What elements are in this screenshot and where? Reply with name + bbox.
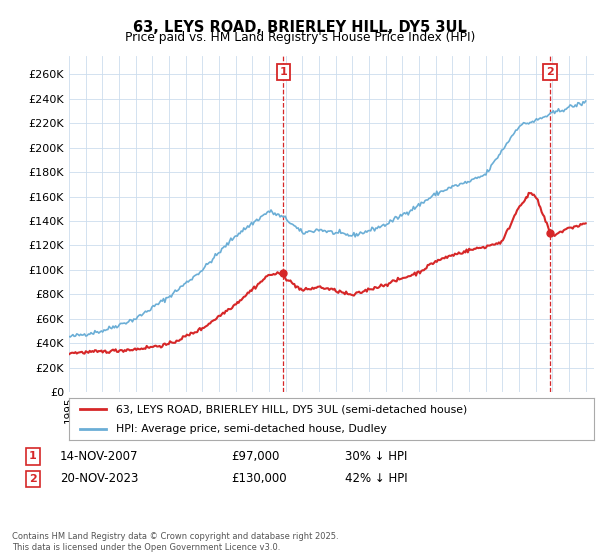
Text: 14-NOV-2007: 14-NOV-2007: [60, 450, 139, 463]
Text: 30% ↓ HPI: 30% ↓ HPI: [345, 450, 407, 463]
Text: £97,000: £97,000: [231, 450, 280, 463]
Text: 1: 1: [280, 67, 287, 77]
Text: Contains HM Land Registry data © Crown copyright and database right 2025.
This d: Contains HM Land Registry data © Crown c…: [12, 532, 338, 552]
Text: 2: 2: [547, 67, 554, 77]
Text: Price paid vs. HM Land Registry's House Price Index (HPI): Price paid vs. HM Land Registry's House …: [125, 31, 475, 44]
Text: 2: 2: [29, 474, 37, 484]
Text: 63, LEYS ROAD, BRIERLEY HILL, DY5 3UL: 63, LEYS ROAD, BRIERLEY HILL, DY5 3UL: [133, 20, 467, 35]
Text: 42% ↓ HPI: 42% ↓ HPI: [345, 472, 407, 486]
Text: 20-NOV-2023: 20-NOV-2023: [60, 472, 139, 486]
Text: HPI: Average price, semi-detached house, Dudley: HPI: Average price, semi-detached house,…: [116, 424, 387, 434]
Text: £130,000: £130,000: [231, 472, 287, 486]
Text: 1: 1: [29, 451, 37, 461]
Text: 63, LEYS ROAD, BRIERLEY HILL, DY5 3UL (semi-detached house): 63, LEYS ROAD, BRIERLEY HILL, DY5 3UL (s…: [116, 404, 467, 414]
